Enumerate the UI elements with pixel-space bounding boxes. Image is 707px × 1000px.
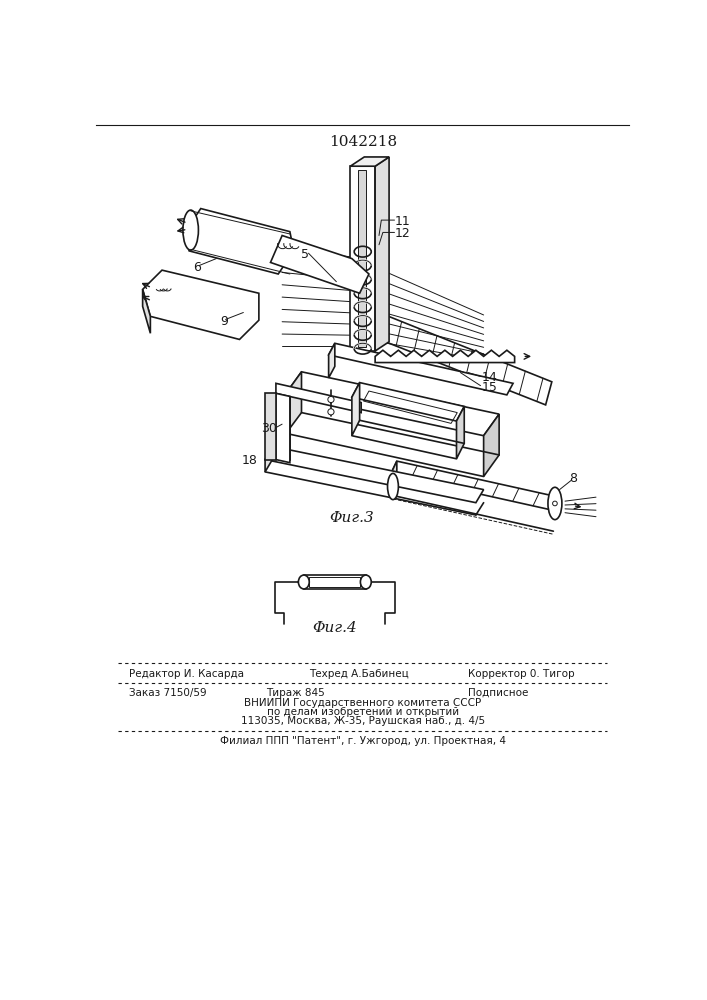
Text: по делам изобретений и открытий: по делам изобретений и открытий (267, 707, 459, 717)
Polygon shape (286, 372, 301, 433)
Polygon shape (375, 350, 515, 363)
Text: Редактор И. Касарда: Редактор И. Касарда (129, 669, 244, 679)
Text: 5: 5 (301, 248, 310, 261)
Text: 15: 15 (482, 381, 498, 394)
Text: Φиг.3: Φиг.3 (329, 511, 374, 525)
Polygon shape (265, 393, 276, 460)
Polygon shape (265, 446, 484, 503)
Text: 18: 18 (242, 454, 257, 467)
Ellipse shape (548, 487, 562, 520)
Polygon shape (352, 383, 360, 436)
Polygon shape (370, 311, 552, 405)
Text: 1042218: 1042218 (329, 135, 397, 149)
Polygon shape (143, 289, 151, 333)
Polygon shape (351, 166, 375, 351)
Text: 8: 8 (568, 472, 577, 485)
Circle shape (328, 396, 334, 403)
Ellipse shape (387, 473, 398, 500)
Text: Подписное: Подписное (468, 688, 529, 698)
Text: Корректор 0. Тигор: Корректор 0. Тигор (468, 669, 575, 679)
Ellipse shape (183, 210, 199, 250)
Text: 30: 30 (261, 422, 276, 434)
Text: Техред А.Бабинец: Техред А.Бабинец (309, 669, 409, 679)
Polygon shape (304, 575, 366, 589)
Circle shape (328, 409, 334, 415)
Ellipse shape (361, 575, 371, 589)
Polygon shape (457, 406, 464, 459)
Polygon shape (329, 343, 335, 378)
Text: 6: 6 (193, 261, 201, 274)
Text: 11: 11 (395, 215, 410, 228)
Polygon shape (286, 372, 499, 436)
Text: Тираж 845: Тираж 845 (266, 688, 325, 698)
Text: Филиал ППП "Патент", г. Ужгород, ул. Проектная, 4: Филиал ППП "Патент", г. Ужгород, ул. Про… (220, 736, 506, 746)
Polygon shape (391, 461, 397, 495)
Text: 14: 14 (482, 371, 498, 384)
Polygon shape (265, 446, 273, 472)
Polygon shape (358, 170, 366, 347)
Polygon shape (484, 414, 499, 477)
Polygon shape (276, 383, 361, 413)
Polygon shape (352, 383, 464, 421)
Polygon shape (271, 235, 369, 293)
Text: 9: 9 (220, 315, 228, 328)
Text: ВНИИПИ Государственного комитета СССР: ВНИИПИ Государственного комитета СССР (244, 698, 481, 708)
Polygon shape (375, 157, 389, 351)
Polygon shape (185, 209, 293, 274)
Text: 113035, Москва, Ж-35, Раушская наб., д. 4/5: 113035, Москва, Ж-35, Раушская наб., д. … (240, 716, 485, 726)
Text: Φиг.4: Φиг.4 (312, 621, 357, 635)
Polygon shape (276, 393, 290, 463)
Polygon shape (351, 157, 389, 166)
Ellipse shape (298, 575, 309, 589)
Polygon shape (329, 343, 513, 395)
Polygon shape (391, 461, 559, 510)
Text: 12: 12 (395, 227, 410, 240)
Polygon shape (143, 270, 259, 339)
Text: Заказ 7150/59: Заказ 7150/59 (129, 688, 206, 698)
